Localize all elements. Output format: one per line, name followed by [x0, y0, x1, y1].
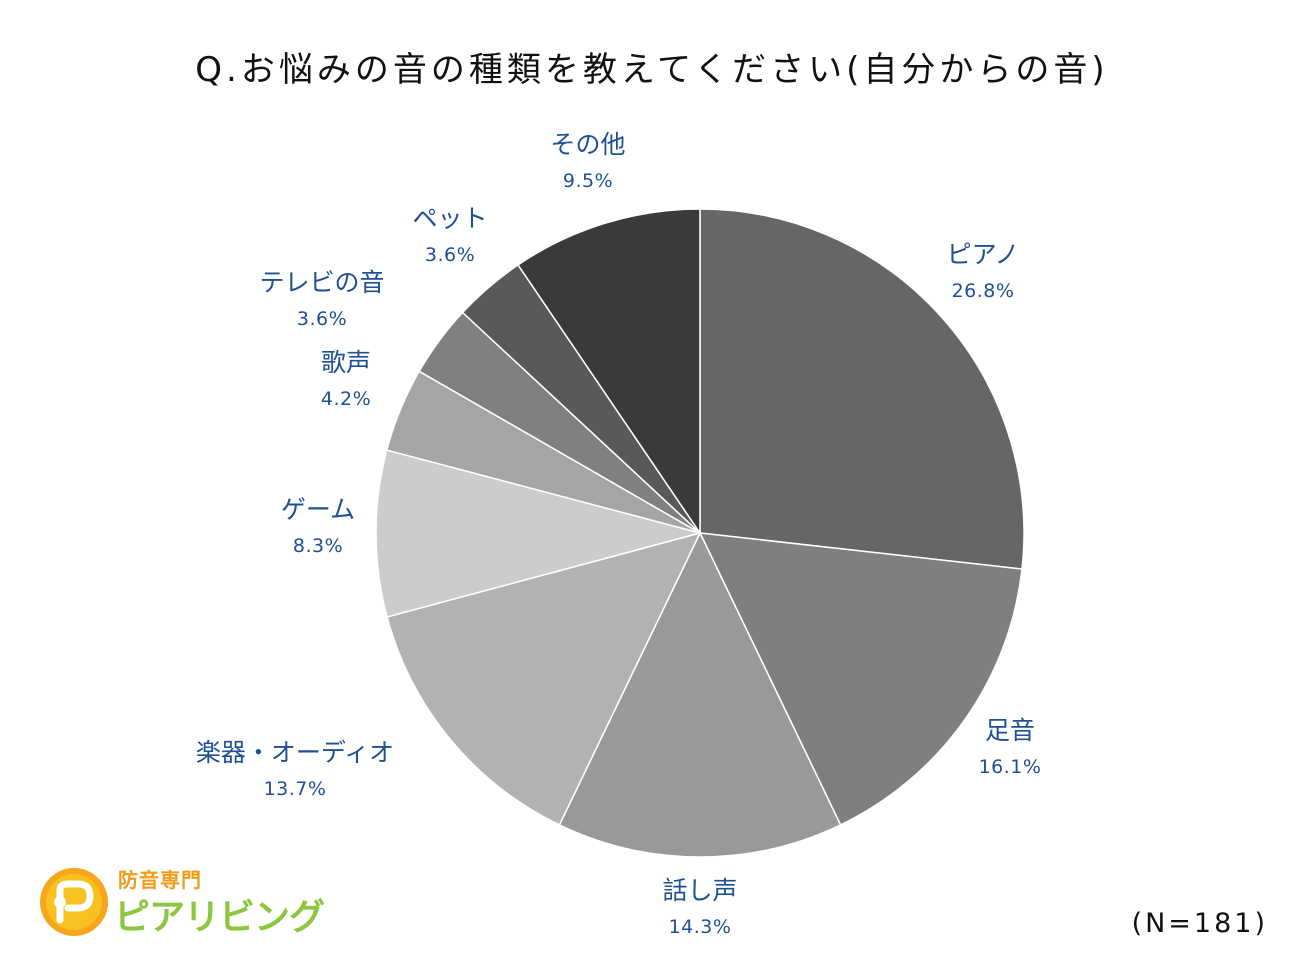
slice-label-value: 4.2%	[320, 388, 372, 410]
brand-tagline: 防音専門	[118, 868, 202, 892]
slice-label-name: ペット	[412, 204, 488, 233]
slice-label: ピアノ 26.8%	[863, 238, 1103, 306]
chart-title: Q.お悩みの音の種類を教えてください(自分からの音)	[195, 50, 1109, 90]
pie-slice	[375, 449, 703, 618]
slice-label-value: 9.5%	[562, 170, 614, 192]
slice-label-value: 3.6%	[424, 244, 476, 266]
brand-logo: 防音専門 ピアリビング	[38, 862, 338, 942]
slice-label: ペット 3.6%	[330, 202, 570, 270]
brand-p-icon	[40, 868, 108, 936]
slice-label-name: 歌声	[320, 348, 371, 377]
pie-slice	[516, 208, 701, 536]
slice-label-name: その他	[550, 130, 626, 159]
sample-size-label: (N=181)	[1131, 908, 1268, 939]
pie-slice	[386, 531, 702, 826]
brand-name: ピアリビング	[114, 897, 325, 938]
slice-label-name: 足音	[984, 716, 1035, 745]
slice-label-value: 13.7%	[263, 778, 327, 800]
slice-label-name: ピアノ	[946, 240, 1020, 269]
slice-label: その他 9.5%	[468, 128, 708, 196]
slice-label: 歌声 4.2%	[226, 346, 466, 414]
slice-label: ゲーム 8.3%	[198, 493, 438, 561]
slice-label-name: ゲーム	[280, 495, 356, 524]
slice-label-name: 話し声	[662, 876, 738, 905]
slice-label: 話し声 14.3%	[580, 874, 820, 942]
slice-label-name: 楽器・オーディオ	[195, 738, 395, 767]
slice-label-value: 26.8%	[951, 280, 1015, 302]
pie-slice	[558, 531, 842, 858]
slice-label-name: テレビの音	[259, 268, 385, 297]
pie-slice	[699, 208, 1025, 570]
slice-label-value: 3.6%	[296, 308, 348, 330]
slice-label-value: 14.3%	[668, 916, 732, 938]
slice-label-value: 8.3%	[292, 535, 344, 557]
slice-label-value: 16.1%	[978, 756, 1042, 778]
slice-label: テレビの音 3.6%	[202, 266, 442, 334]
slice-label: 足音 16.1%	[890, 714, 1130, 782]
pie-slice	[698, 532, 1023, 826]
slice-label: 楽器・オーディオ 13.7%	[175, 736, 415, 804]
